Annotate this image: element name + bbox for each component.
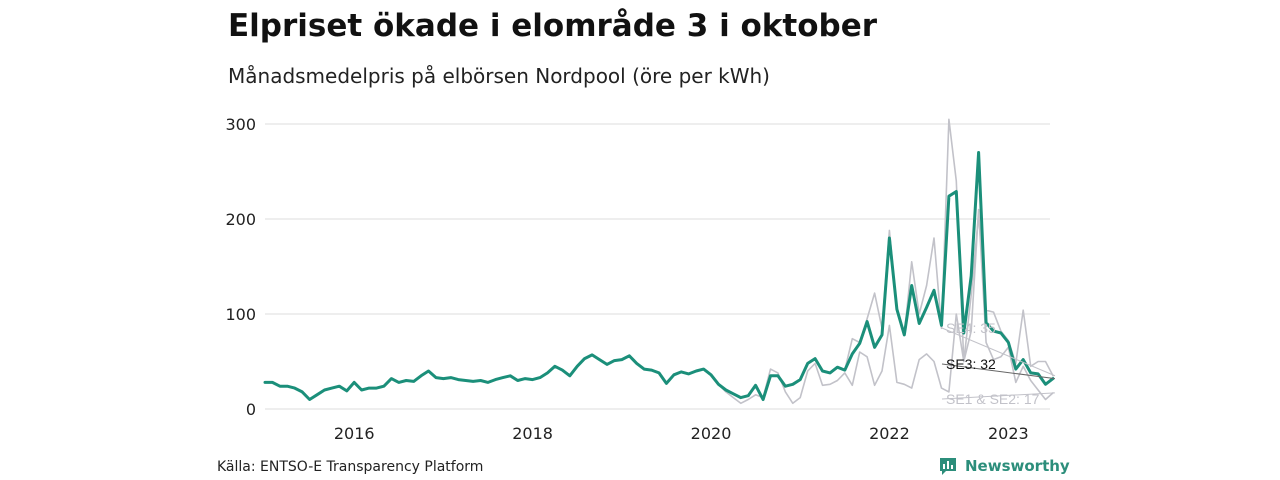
y-tick-label: 300 [225, 115, 256, 134]
brand-name: Newsworthy [965, 457, 1070, 475]
chart-title: Elpriset ökade i elområde 3 i oktober [228, 8, 878, 44]
label-leader [941, 327, 1056, 377]
series-line-se3 [263, 151, 1055, 401]
x-tick-label: 2016 [334, 424, 375, 443]
y-tick-label: 200 [225, 210, 256, 229]
x-tick-label: 2023 [988, 424, 1029, 443]
x-tick-label: 2020 [691, 424, 732, 443]
y-tick-label: 0 [246, 400, 256, 419]
source-note: Källa: ENTSO-E Transparency Platform [217, 459, 484, 475]
brand-logo: Newsworthy [938, 456, 1070, 476]
bar-chart-icon [940, 458, 956, 475]
series-end-label: SE1 & SE2: 17 [946, 391, 1040, 407]
x-tick-label: 2022 [869, 424, 910, 443]
series-end-label: SE4: 35 [946, 320, 996, 336]
x-axis-ticks: 2016 2018 2020 2022 2023 [334, 424, 1029, 443]
series-lines [263, 118, 1055, 405]
series-line-se4 [264, 118, 1054, 401]
y-axis-ticks: 0 100 200 300 [225, 115, 256, 419]
gridlines [265, 123, 1050, 410]
series-end-label: SE3: 32 [946, 356, 996, 372]
label-leader [941, 392, 1056, 400]
end-labels: SE3: 32 SE4: 35 SE1 & SE2: 17 [941, 320, 1056, 407]
x-tick-label: 2018 [512, 424, 553, 443]
label-leader [941, 363, 1056, 380]
y-tick-label: 100 [225, 305, 256, 324]
chart-subtitle: Månadsmedelpris på elbörsen Nordpool (ör… [228, 64, 770, 88]
